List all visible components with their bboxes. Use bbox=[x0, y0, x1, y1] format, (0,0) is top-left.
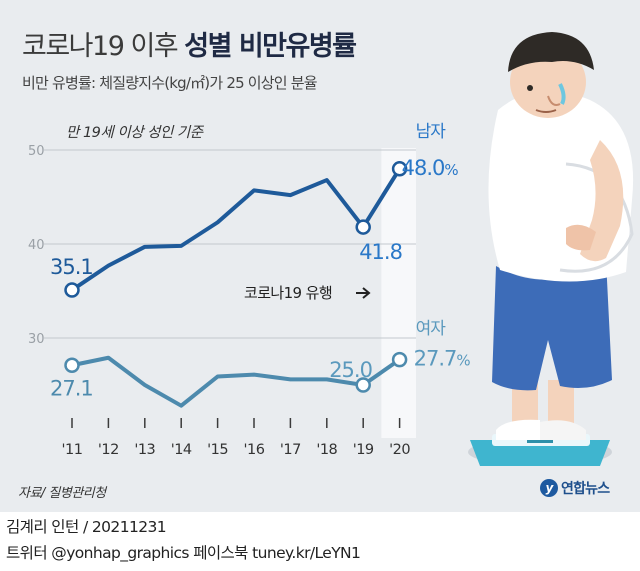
x-tick-label: '19 bbox=[353, 442, 374, 458]
data-label: 25.0 bbox=[329, 358, 372, 382]
credit-social: 트위터 @yonhap_graphics 페이스북 tuney.kr/LeYN1 bbox=[6, 544, 361, 562]
chart-title: 코로나19 이후 성별 비만유병률 bbox=[22, 24, 357, 63]
credit-author: 김계리 인턴 / 20211231 bbox=[6, 518, 167, 536]
covid-highlight-band bbox=[381, 148, 416, 438]
chart-note: 만 19세 이상 성인 기준 bbox=[66, 125, 205, 141]
annotation-text: 코로나19 유행 bbox=[244, 284, 332, 302]
x-tick-label: '13 bbox=[134, 442, 155, 458]
logo-text: 연합뉴스 bbox=[561, 481, 610, 497]
x-tick-label: '16 bbox=[244, 442, 265, 458]
chart-grid bbox=[44, 149, 416, 339]
title-bold: 성별 비만유병률 bbox=[184, 31, 357, 62]
data-label: 41.8 bbox=[359, 240, 402, 264]
y-axis: 30 40 50 bbox=[28, 144, 45, 347]
line-chart: 30 40 50 '11 '12 '13 '14 '15 '16 '17 '18 '19 '20 만 … bbox=[28, 122, 471, 458]
x-tick-label: '12 bbox=[98, 442, 119, 458]
data-point bbox=[355, 219, 371, 235]
person-on-scale-illustration bbox=[468, 32, 634, 466]
x-tick-label: '20 bbox=[389, 442, 410, 458]
x-tick-label: '14 bbox=[171, 442, 192, 458]
series-name-label: 여자 bbox=[416, 319, 447, 339]
yonhap-logo-icon: y bbox=[540, 479, 558, 497]
x-tick-label: '17 bbox=[280, 442, 301, 458]
data-label: 27.7% bbox=[414, 347, 471, 371]
y-tick-label: 40 bbox=[28, 238, 45, 253]
arrow-right-icon bbox=[356, 287, 371, 299]
x-tick-label: '11 bbox=[62, 442, 83, 458]
data-point bbox=[64, 282, 80, 298]
chart-subtitle: 비만 유병률: 체질량지수(kg/㎡)가 25 이상인 분율 bbox=[22, 74, 318, 92]
yonhap-logo: y 연합뉴스 bbox=[540, 478, 610, 498]
x-tick-label: '15 bbox=[207, 442, 228, 458]
source-note: 자료/ 질병관리청 bbox=[18, 486, 106, 501]
data-label: 48.0% bbox=[402, 156, 459, 180]
data-labels: 35.1 41.8 48.0% 27.1 25.0 27.7% bbox=[50, 156, 471, 400]
data-label: 35.1 bbox=[50, 255, 93, 279]
title-prefix: 코로나19 이후 bbox=[22, 31, 179, 62]
y-tick-label: 50 bbox=[28, 144, 45, 159]
data-label: 27.1 bbox=[50, 376, 93, 400]
data-point bbox=[355, 377, 371, 393]
x-axis: '11 '12 '13 '14 '15 '16 '17 '18 '19 '20 bbox=[62, 418, 411, 458]
x-tick-label: '18 bbox=[316, 442, 337, 458]
data-point bbox=[391, 351, 408, 368]
data-point bbox=[391, 161, 408, 177]
series-line-0 bbox=[70, 167, 402, 292]
series-name-label: 남자 bbox=[416, 122, 447, 142]
data-point bbox=[64, 357, 80, 374]
y-tick-label: 30 bbox=[28, 332, 45, 347]
infographic: 코로나19 이후 성별 비만유병률 비만 유병률: 체질량지수(kg/㎡)가 2… bbox=[0, 0, 640, 512]
series-line-1 bbox=[71, 355, 401, 408]
covid-annotation: 코로나19 유행 bbox=[244, 284, 371, 302]
